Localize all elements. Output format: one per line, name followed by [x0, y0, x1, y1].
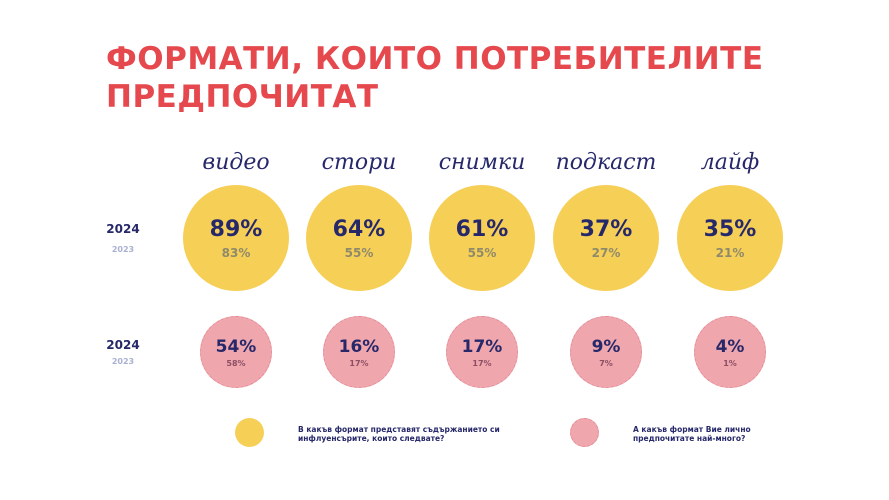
legend-label-personal-preference: А какъв формат Вие лично предпочитате на…: [633, 425, 751, 443]
value-2023: 55%: [467, 245, 497, 260]
page-title: ФОРМАТИ, КОИТО ПОТРЕБИТЕЛИТЕ ПРЕДПОЧИТАТ: [106, 41, 764, 115]
category-label: лайф: [700, 150, 760, 175]
data-bubble: 17% 17%: [446, 316, 518, 388]
year-label-2023: 2023: [111, 357, 135, 366]
data-bubble: 9% 7%: [570, 316, 642, 388]
value-2024: 35%: [703, 216, 757, 242]
value-2024: 17%: [461, 336, 503, 357]
category-label: снимки: [438, 150, 526, 175]
value-2023: 58%: [226, 358, 246, 368]
value-2024: 37%: [579, 216, 633, 242]
data-bubble: 4% 1%: [694, 316, 766, 388]
legend-marker-personal-preference: [570, 418, 599, 447]
value-2024: 61%: [455, 216, 509, 242]
category-label: подкаст: [555, 150, 657, 175]
data-bubble: 64% 55%: [306, 185, 412, 291]
value-2023: 55%: [344, 245, 374, 260]
category-label: видео: [202, 150, 270, 175]
data-bubble: 35% 21%: [677, 185, 783, 291]
value-2024: 4%: [715, 336, 745, 357]
legend-label-influencer-format: В какъв формат представят съдържанието с…: [298, 425, 500, 443]
data-bubble: 89% 83%: [183, 185, 289, 291]
year-label-2024: 2024: [106, 222, 140, 236]
value-2023: 17%: [349, 358, 369, 368]
data-bubble: 61% 55%: [429, 185, 535, 291]
value-2024: 64%: [332, 216, 386, 242]
year-label-2024: 2024: [106, 338, 140, 352]
value-2024: 54%: [215, 336, 257, 357]
value-2023: 1%: [723, 358, 737, 368]
value-2024: 9%: [591, 336, 621, 357]
value-2023: 27%: [591, 245, 621, 260]
legend-marker-influencer-format: [235, 418, 264, 447]
data-bubble: 54% 58%: [200, 316, 272, 388]
data-bubble: 37% 27%: [553, 185, 659, 291]
value-2023: 21%: [715, 245, 745, 260]
data-bubble: 16% 17%: [323, 316, 395, 388]
value-2024: 89%: [209, 216, 263, 242]
value-2023: 83%: [221, 245, 251, 260]
category-label: стори: [321, 150, 397, 175]
year-label-2023: 2023: [111, 245, 135, 254]
value-2023: 7%: [599, 358, 613, 368]
value-2024: 16%: [338, 336, 380, 357]
value-2023: 17%: [472, 358, 492, 368]
